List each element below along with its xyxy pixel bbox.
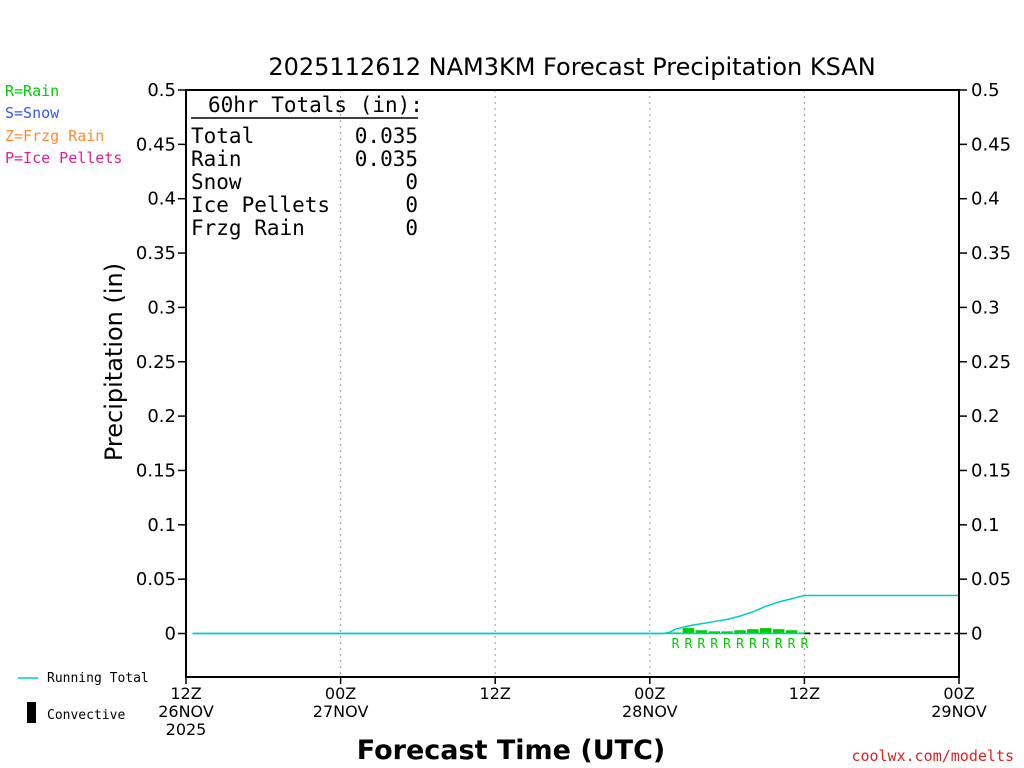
- x-tick-label: 27NOV: [313, 702, 369, 721]
- legend-rain: R=Rain: [5, 82, 59, 100]
- y-tick-label-left: 0.15: [136, 460, 176, 481]
- running-total-series: [192, 594, 959, 635]
- totals-row-value: 0.035: [355, 124, 418, 148]
- y-tick-label-left: 0.1: [147, 515, 176, 536]
- y-tick-label-left: 0.25: [136, 352, 176, 373]
- rain-marker: R: [749, 637, 757, 652]
- x-tick-label: 12Z: [480, 684, 511, 703]
- rain-bar: [747, 629, 759, 634]
- y-tick-label-left: 0.4: [147, 189, 176, 210]
- rain-bar: [772, 629, 785, 634]
- y-tick-label-right: 0.3: [971, 297, 1000, 318]
- y-tick-label-right: 0.35: [971, 243, 1011, 264]
- y-tick-label-right: 0.25: [971, 352, 1011, 373]
- legend-snow: S=Snow: [5, 104, 60, 122]
- rain-bar: [695, 630, 708, 634]
- rain-bar: [734, 630, 746, 634]
- rain-marker: R: [775, 637, 783, 652]
- y-tick-label-right: 0.45: [971, 134, 1011, 155]
- totals-row-label: Rain: [191, 147, 242, 171]
- y-tick-label-right: 0.05: [971, 569, 1011, 590]
- y-tick-label-right: 0.5: [971, 80, 1000, 101]
- rain-marker: R: [672, 637, 680, 652]
- x-tick-label: 12Z: [789, 684, 820, 703]
- vertical-gridlines: [340, 90, 805, 677]
- precip-type-legend: R=Rain S=Snow Z=Frzg Rain P=Ice Pellets: [5, 82, 122, 167]
- plot-frame: [185, 89, 960, 678]
- y-axis-right: 0 0.05 0.1 0.15 0.2 0.25 0.3 0.35 0.4 0.45 0.5: [959, 80, 1011, 645]
- credit-link[interactable]: coolwx.com/modelts: [851, 747, 1014, 765]
- rain-marker: R: [685, 637, 693, 652]
- rain-bar: [759, 628, 772, 634]
- y-tick-label-left: 0: [165, 624, 176, 645]
- running-total-line: [192, 594, 959, 635]
- y-tick-label-right: 0: [971, 624, 982, 645]
- totals-row-label: Snow: [191, 170, 242, 194]
- totals-row-value: 0: [405, 170, 418, 194]
- x-tick-label: 28NOV: [622, 702, 678, 721]
- x-tick-label: 00Z: [943, 684, 974, 703]
- rain-marker: R: [736, 637, 744, 652]
- x-tick-label: 2025: [166, 720, 207, 739]
- totals-row-label: Total: [191, 124, 254, 148]
- totals-table: 60hr Totals (in): Total 0.035 Rain 0.035 Sno…: [191, 93, 423, 240]
- totals-row-value: 0.035: [355, 147, 418, 171]
- x-tick-label: 00Z: [325, 684, 356, 703]
- y-tick-label-left: 0.3: [147, 297, 176, 318]
- y-tick-label-left: 0.5: [147, 80, 176, 101]
- hourly-rain-bars: [669, 628, 811, 634]
- totals-rows: Total 0.035 Rain 0.035 Snow 0 Ice Pellets 0 Frzg…: [191, 124, 418, 240]
- rain-bar: [785, 630, 798, 634]
- running-total-legend-label: Running Total: [47, 671, 149, 686]
- x-axis-label: Forecast Time (UTC): [357, 735, 665, 766]
- rain-bar: [682, 628, 695, 634]
- y-tick-label-left: 0.35: [136, 243, 176, 264]
- convective-legend-swatch: [27, 702, 36, 723]
- totals-row-label: Frzg Rain: [191, 216, 305, 240]
- rain-bar: [721, 631, 733, 634]
- rain-marker: R: [723, 637, 731, 652]
- rain-bar: [708, 631, 721, 634]
- x-tick-label: 26NOV: [158, 702, 214, 721]
- y-axis-label: Precipitation (in): [100, 263, 128, 461]
- rain-marker: R: [710, 637, 718, 652]
- totals-heading: 60hr Totals (in):: [208, 93, 423, 117]
- rain-marker: R: [788, 637, 796, 652]
- y-axis-left: 0 0.05 0.1 0.15 0.2 0.25 0.3 0.35 0.4 0.45 0.5: [136, 80, 186, 645]
- legend-frzg-rain: Z=Frzg Rain: [5, 127, 104, 145]
- series-legend: Running Total Convective: [18, 671, 149, 723]
- y-tick-label-right: 0.4: [971, 189, 1000, 210]
- y-tick-label-left: 0.05: [136, 569, 176, 590]
- chart-title: 2025112612 NAM3KM Forecast Precipitation…: [268, 53, 875, 81]
- y-tick-label-right: 0.2: [971, 406, 1000, 427]
- totals-row-value: 0: [405, 216, 418, 240]
- y-tick-label-right: 0.1: [971, 515, 1000, 536]
- rain-marker: R: [800, 637, 808, 652]
- y-tick-label-left: 0.2: [147, 406, 176, 427]
- totals-row-label: Ice Pellets: [191, 193, 330, 217]
- legend-ice-pellets: P=Ice Pellets: [5, 149, 122, 167]
- x-tick-label: 00Z: [634, 684, 665, 703]
- y-tick-label-left: 0.45: [136, 134, 176, 155]
- x-tick-label: 12Z: [170, 684, 201, 703]
- x-tick-label: 29NOV: [931, 702, 987, 721]
- totals-row-value: 0: [405, 193, 418, 217]
- convective-legend-label: Convective: [47, 708, 125, 723]
- rain-marker: R: [697, 637, 705, 652]
- y-tick-label-right: 0.15: [971, 460, 1011, 481]
- rain-marker: R: [762, 637, 770, 652]
